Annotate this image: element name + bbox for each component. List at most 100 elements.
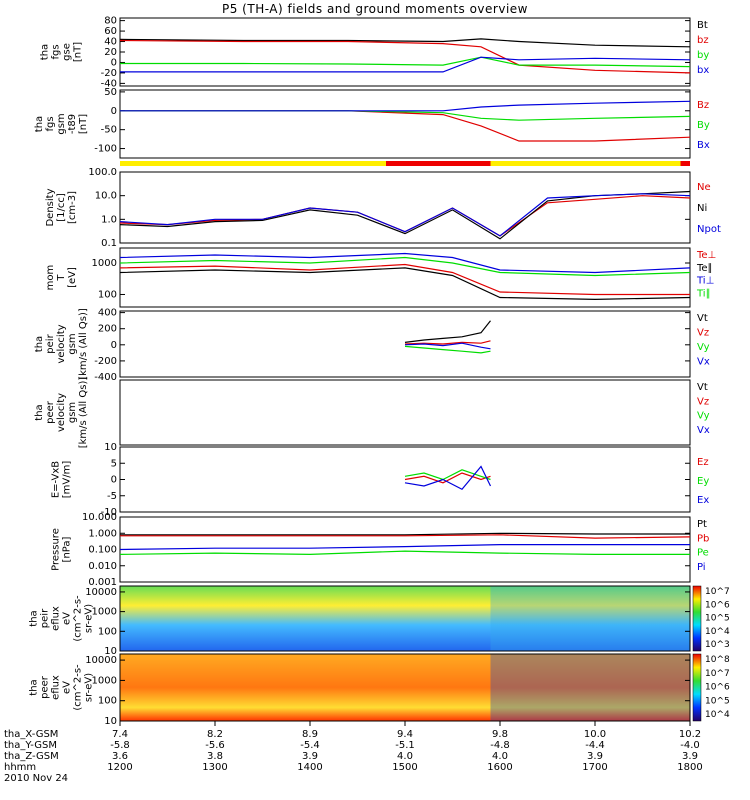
y-axis-label: eV: [62, 681, 73, 694]
y-axis-label: gsm: [67, 402, 78, 423]
series-Pe: [119, 550, 690, 556]
y-axis-label: [nPa]: [62, 536, 73, 562]
y-tick-label: 10000: [85, 587, 117, 598]
x-row-value: 10.2: [679, 729, 701, 740]
series-Ex: [404, 465, 492, 491]
y-axis-label: (cm^2-s-: [73, 664, 84, 711]
y-tick-label: 100: [98, 626, 117, 637]
y-axis-label: fgs: [45, 116, 56, 131]
series-Ne: [119, 195, 691, 237]
x-row-value: 1600: [487, 762, 512, 773]
y-axis-label: velocity: [56, 393, 67, 432]
y-tick-label: 0: [111, 340, 117, 351]
orbit-bar-segment: [386, 161, 491, 166]
y-tick-label: 1.000: [88, 528, 117, 539]
x-row-value: 7.4: [112, 729, 128, 740]
x-row-value: 1700: [582, 762, 607, 773]
panel-frame: [119, 171, 691, 244]
y-tick-label: 0.100: [88, 545, 117, 556]
x-row-value: 3.6: [112, 751, 128, 762]
x-row-label: tha_Y-GSM: [4, 740, 57, 751]
series-Ey: [404, 469, 491, 481]
legend-label: Pi: [697, 562, 706, 573]
y-axis-label: eflux: [51, 606, 62, 631]
heatmap-peer-eflux: [120, 654, 690, 721]
y-axis-label: tha: [29, 679, 40, 695]
y-tick-label: -400: [94, 372, 117, 383]
y-tick-label: -100: [94, 144, 117, 155]
y-axis-label: [cm-3]: [67, 191, 78, 224]
y-axis-label: mom: [45, 265, 56, 291]
series-Pi: [119, 543, 690, 551]
y-tick-label: 10: [104, 646, 117, 657]
y-tick-label: 1000: [92, 675, 117, 686]
colorbar-label: 10^7: [705, 669, 730, 679]
y-tick-label: 0.1: [101, 238, 117, 249]
y-tick-label: 5: [111, 458, 117, 469]
panel-frame: [119, 516, 691, 583]
x-row-value: -5.8: [110, 740, 130, 751]
x-row-value: 1200: [107, 762, 132, 773]
legend-label: Ni: [697, 203, 707, 214]
y-axis-label: eflux: [51, 675, 62, 700]
x-row-value: -4.8: [490, 740, 510, 751]
orbit-bar-segment: [680, 161, 690, 166]
y-axis-label: tha: [40, 44, 51, 60]
y-axis-label: gsm: [67, 333, 78, 354]
colorbar-label: 10^3: [705, 640, 730, 650]
panel-frame: [119, 89, 691, 159]
x-row-value: 1800: [677, 762, 702, 773]
x-row-label: hhmm: [4, 762, 36, 773]
x-row-value: 3.8: [207, 751, 223, 762]
legend-label: Npot: [697, 224, 721, 235]
series-Bz: [120, 110, 691, 142]
y-tick-label: 40: [104, 37, 117, 48]
y-tick-label: 10.000: [82, 512, 117, 523]
series-Te⊥: [119, 263, 690, 296]
series-Vt: [404, 320, 491, 343]
y-axis-label: fgs: [51, 44, 62, 59]
legend-label: Ti∥: [696, 288, 711, 299]
y-axis-label: peer: [45, 400, 56, 424]
panel-efield: [119, 446, 691, 513]
y-tick-label: 50: [104, 87, 117, 98]
y-axis-label: Density: [45, 188, 56, 226]
series-bx: [120, 56, 691, 73]
y-tick-label: 80: [104, 16, 117, 27]
legend-label: Ne: [697, 182, 711, 193]
x-row-value: 3.9: [302, 751, 318, 762]
legend-label: Vy: [697, 411, 710, 422]
x-row-label: tha_X-GSM: [4, 729, 58, 740]
legend-label: Te∥: [696, 263, 713, 274]
x-row-value: -5.1: [395, 740, 415, 751]
panel-frame: [119, 585, 691, 652]
legend-label: Vt: [697, 382, 708, 393]
x-row-value: 3.9: [587, 751, 603, 762]
panel-peer-velocity: [119, 379, 691, 446]
legend-label: Ex: [697, 495, 709, 506]
legend-label: Te⊥: [696, 250, 716, 261]
heatmap-peir-eflux: [120, 586, 690, 651]
y-axis-label: [km/s (All Qs)]: [78, 377, 89, 449]
x-row-value: 1500: [392, 762, 417, 773]
legend-label: Ti⊥: [696, 276, 714, 287]
y-axis-label: [km/s (All Qs)]: [78, 308, 89, 380]
series-by: [120, 56, 691, 68]
heatmap-region: [490, 654, 690, 721]
y-axis-label: tha: [34, 336, 45, 352]
y-axis-label: gse: [62, 43, 73, 61]
series-bz: [119, 39, 691, 74]
y-tick-label: 10: [104, 442, 117, 453]
panel-frame: [119, 310, 691, 378]
series-Ez: [404, 472, 491, 484]
series-Bt: [119, 38, 691, 48]
y-tick-label: 0: [111, 106, 117, 117]
y-tick-label: -40: [101, 78, 117, 89]
series-Npot: [119, 193, 691, 237]
x-row-value: 8.2: [207, 729, 223, 740]
y-axis-label: E=-VxB: [51, 461, 62, 498]
x-row-value: 8.9: [302, 729, 318, 740]
y-axis-label: eV: [62, 612, 73, 625]
x-row-value: 1400: [297, 762, 322, 773]
